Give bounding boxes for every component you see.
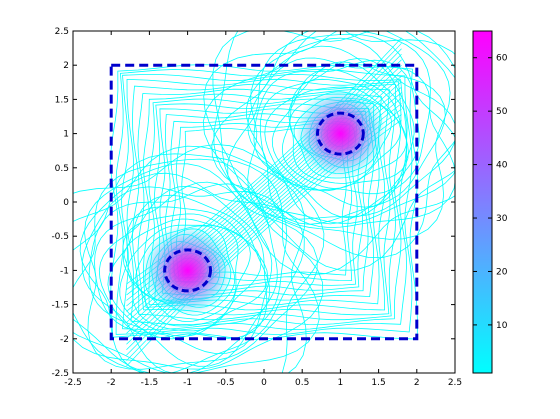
- contour-line-6: [135, 225, 236, 316]
- dashed-circle-1: [315, 111, 365, 156]
- contour-line-21: [73, 143, 325, 373]
- contour-line-9: [122, 213, 262, 332]
- colorbar-tick-label: 20: [496, 267, 508, 277]
- peak-glow-0: [141, 224, 234, 317]
- y-tick-label: -1: [60, 266, 69, 276]
- contour-line-31: [271, 69, 409, 192]
- contour-line-34: [253, 59, 420, 219]
- colorbar-gradient: [473, 31, 492, 373]
- plot-background: [73, 31, 455, 373]
- contour-line-36: [246, 45, 446, 225]
- contour-line-18: [73, 158, 324, 370]
- y-tick-label: 2.5: [55, 27, 69, 37]
- x-tick-label: 0.5: [295, 378, 309, 388]
- y-tick-label: 0: [63, 198, 69, 208]
- y-axis: -2.5 -2 -1.5 -1 -0.5 0 0.5 1 1.5 2 2.5: [51, 27, 455, 379]
- colorbar-tick-label: 50: [496, 107, 508, 117]
- x-tick-label: -1.5: [141, 378, 159, 388]
- colorbar-ticks: 10 20 30 40 50 60: [473, 54, 508, 331]
- x-tick-label: -2: [107, 378, 116, 388]
- x-tick-label: 1.5: [371, 378, 385, 388]
- contour-line-56: [115, 69, 413, 335]
- x-tick-label: -2.5: [64, 378, 82, 388]
- contour-line-17: [84, 163, 318, 370]
- contour-line-43: [213, 31, 455, 276]
- colorbar-tick-label: 30: [496, 214, 508, 224]
- x-tick-label: 2.5: [448, 378, 462, 388]
- colorbar-frame: [472, 30, 493, 374]
- x-tick-label: 1: [338, 378, 344, 388]
- contour-line-32: [264, 61, 408, 195]
- contour-line-40: [202, 31, 451, 240]
- y-tick-label: -0.5: [51, 232, 69, 242]
- contour-line-19: [73, 153, 320, 373]
- contour-line-42: [212, 31, 455, 271]
- x-tick-label: 0: [261, 378, 267, 388]
- y-tick-label: 1.5: [55, 95, 69, 105]
- dashed-circle-0: [163, 248, 213, 293]
- contour-line-8: [122, 218, 251, 327]
- plot-area: -2.5 -2 -1.5 -1 -0.5 0 0.5 1 1.5 2 2.5 -2.5-2-1.5-…: [51, 27, 462, 388]
- x-axis: -2.5 -2 -1.5 -1 -0.5 0 0.5 1 1.5 2 2.5: [64, 31, 462, 388]
- x-tick-label: -0.5: [217, 378, 235, 388]
- colorbar-tick-label: 10: [496, 321, 508, 331]
- contour-line-39: [211, 31, 455, 229]
- colorbar: 10 20 30 40 50 60: [472, 30, 508, 374]
- y-tick-label: -2.5: [51, 369, 69, 379]
- colorbar-tick-label: 60: [496, 54, 508, 64]
- colorbar-tick-label: 40: [496, 161, 508, 171]
- y-tick-label: 0.5: [55, 164, 69, 174]
- overlay-shapes: [109, 63, 419, 341]
- y-tick-label: 1: [63, 130, 69, 140]
- y-tick-label: -1.5: [51, 301, 69, 311]
- x-tick-label: -1: [183, 378, 192, 388]
- contour-line-20: [73, 145, 307, 373]
- contour-line-14: [88, 183, 278, 367]
- y-tick-label: 2: [63, 61, 69, 71]
- peak-glow-1: [294, 87, 387, 180]
- contour-line-54: [126, 78, 402, 326]
- peak-glows: [141, 87, 387, 317]
- contour-line-55: [121, 73, 407, 331]
- y-tick-label: -2: [60, 335, 69, 345]
- dashed-square: [109, 63, 419, 341]
- x-tick-label: 2: [414, 378, 420, 388]
